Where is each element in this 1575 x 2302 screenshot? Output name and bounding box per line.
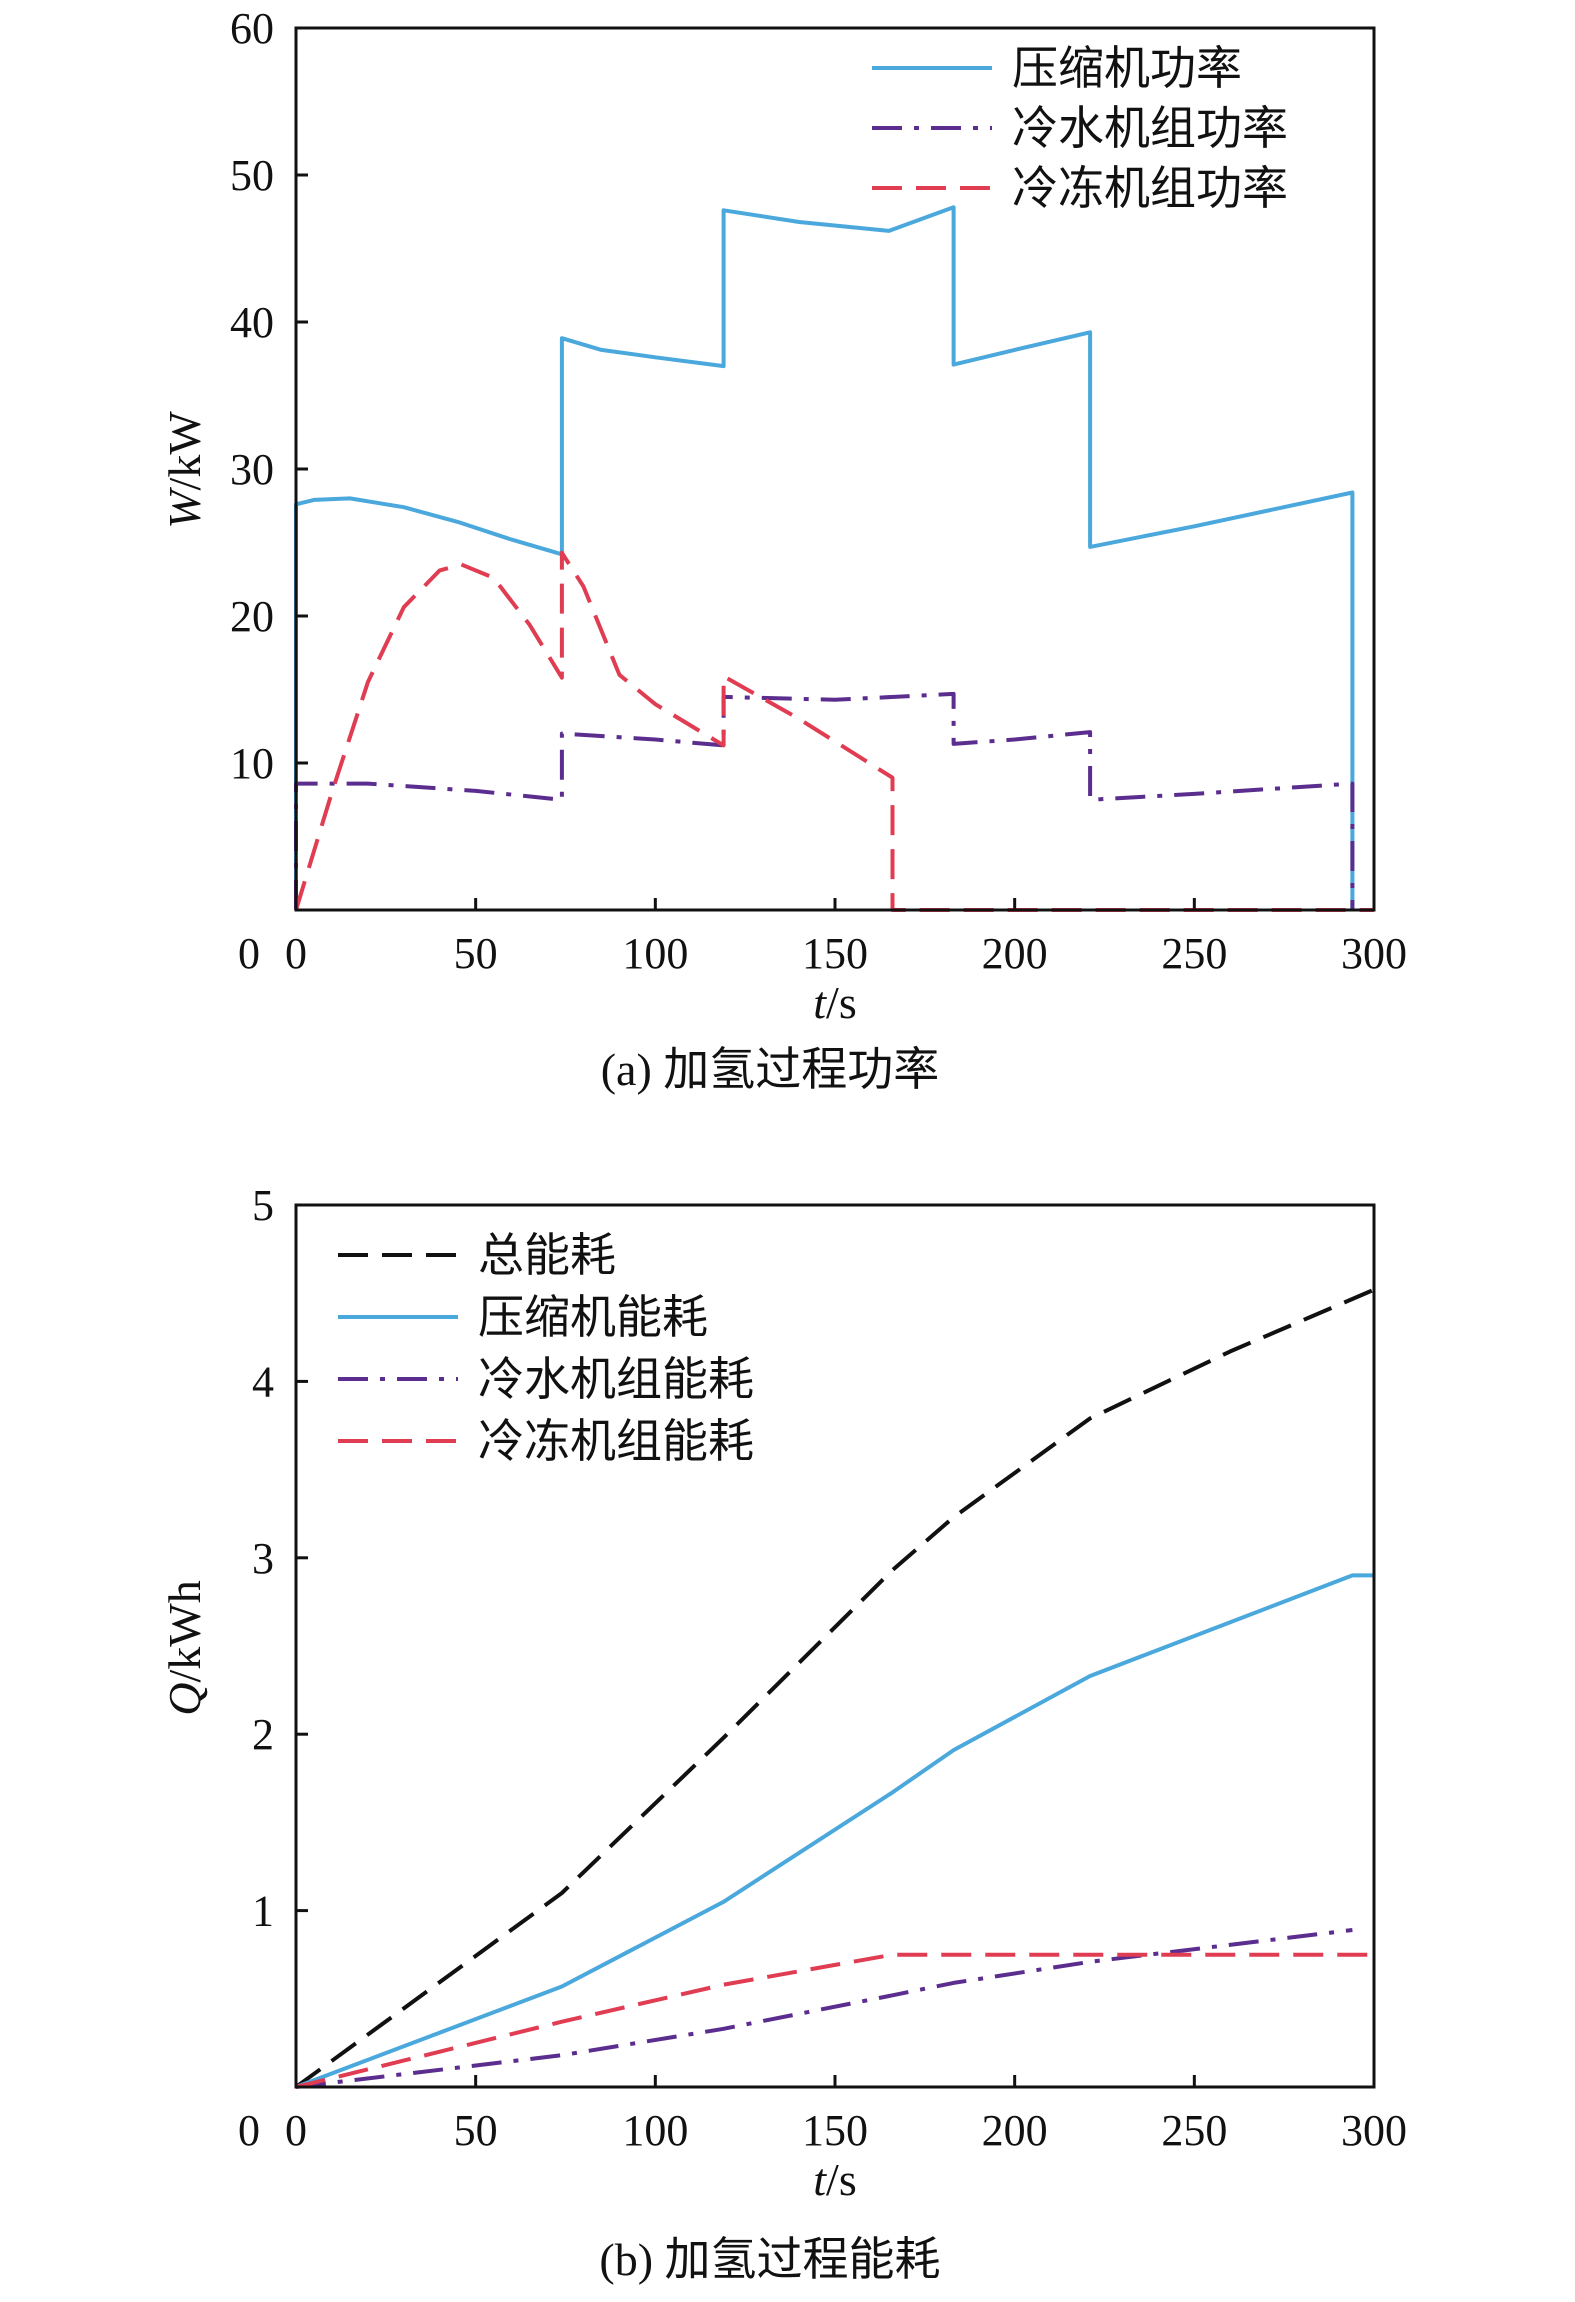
panel-a-ytick-label: 40	[230, 298, 274, 347]
panel-a-xtick-label: 50	[454, 929, 498, 978]
panel-a-legend-label-2: 冷冻机组功率	[1012, 161, 1288, 215]
panel-b-xtick-label: 300	[1341, 2106, 1407, 2155]
panel-b-ytick-label: 4	[252, 1357, 274, 1406]
panel-a: 0 50 100 150 200 250 300 10 20 30 40 50 60 0 压缩机功率冷水机…	[159, 4, 1407, 1095]
panel-b-legend-label-0: 总能耗	[478, 1228, 616, 1282]
panel-b-xtick-label: 100	[622, 2106, 688, 2155]
panel-b-series-2-line	[295, 1928, 1353, 2089]
panel-a-ytick-label: 20	[230, 592, 274, 641]
panel-b-origin-label: 0	[238, 2106, 260, 2155]
panel-a-xlabel: t/s	[813, 977, 856, 1028]
panel-a-xtick-label: 0	[285, 929, 307, 978]
panel-b-ytick-label: 1	[252, 1887, 274, 1936]
panel-a-series-0-line	[294, 205, 1355, 910]
panel-b-legend-label-2: 冷水机组能耗	[478, 1352, 754, 1406]
panel-a-origin-label: 0	[238, 929, 260, 978]
panel-b-xlabel: t/s	[813, 2154, 856, 2205]
panel-b-series-1-line	[295, 1573, 1374, 2089]
panel-a-xtick-label: 250	[1161, 929, 1227, 978]
panel-a-xtick-label: 200	[982, 929, 1048, 978]
panel-a-legend-label-1: 冷水机组功率	[1012, 101, 1288, 155]
panel-a-legend-label-0: 压缩机功率	[1012, 41, 1242, 95]
panel-b-xtick-label: 50	[454, 2106, 498, 2155]
panel-b-series-0-line	[294, 1287, 1375, 2089]
panel-a-ytick-label: 10	[230, 739, 274, 788]
panel-a-ytick-label: 50	[230, 151, 274, 200]
panel-b-ytick-label: 3	[252, 1534, 274, 1583]
panel-a-series-2-line	[294, 550, 1374, 912]
panel-a-ylabel: W/kW	[159, 411, 210, 529]
panel-b-xtick-label: 0	[285, 2106, 307, 2155]
panel-a-series-1-line	[294, 691, 1355, 910]
panel-a-caption: (a) 加氢过程功率	[601, 1044, 940, 1095]
panel-a-ytick-label: 60	[230, 4, 274, 53]
panel-b-ytick-label: 5	[252, 1181, 274, 1230]
panel-b-legend-label-1: 压缩机能耗	[478, 1290, 708, 1344]
panel-b-series-3-line	[295, 1952, 1374, 2089]
panel-b-ylabel: Q/kWh	[159, 1580, 210, 1715]
panel-b-xtick-label: 200	[982, 2106, 1048, 2155]
panel-a-xtick-label: 100	[622, 929, 688, 978]
panel-b-ytick-label: 2	[252, 1710, 274, 1759]
panel-b-caption: (b) 加氢过程能耗	[599, 2234, 940, 2285]
panel-a-xtick-label: 150	[802, 929, 868, 978]
panel-a-xtick-label: 300	[1341, 929, 1407, 978]
panel-b-xtick-label: 150	[802, 2106, 868, 2155]
panel-b-legend-label-3: 冷冻机组能耗	[478, 1414, 754, 1468]
panel-b-xtick-label: 250	[1161, 2106, 1227, 2155]
panel-a-ytick-label: 30	[230, 445, 274, 494]
